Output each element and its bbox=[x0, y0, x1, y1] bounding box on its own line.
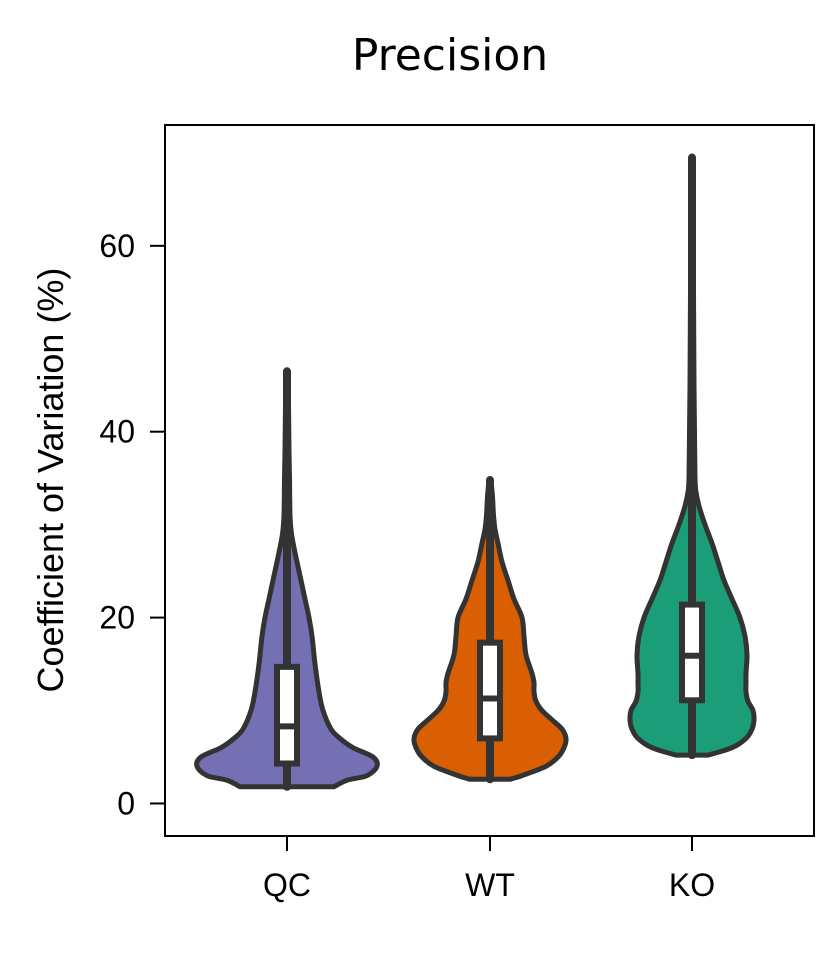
violin-wt bbox=[411, 476, 569, 784]
y-tick-label-60: 60 bbox=[99, 228, 135, 264]
x-tick-label-wt: WT bbox=[465, 867, 515, 903]
iqr-box-qc bbox=[274, 663, 300, 767]
x-tick-label-ko: KO bbox=[669, 867, 715, 903]
y-tick-label-40: 40 bbox=[99, 414, 135, 450]
y-tick-label-20: 20 bbox=[99, 600, 135, 636]
chart-title: Precision bbox=[352, 30, 548, 81]
y-tick-label-0: 0 bbox=[117, 785, 135, 821]
iqr-box-wt bbox=[477, 639, 503, 742]
x-axis: QC WT KO bbox=[263, 836, 715, 903]
violins bbox=[194, 153, 757, 791]
violin-qc bbox=[194, 367, 380, 791]
x-tick-label-qc: QC bbox=[263, 867, 311, 903]
plot-area bbox=[164, 124, 815, 837]
y-axis-label: Coefficient of Variation (%) bbox=[30, 268, 71, 693]
violin-ko bbox=[627, 153, 757, 760]
y-axis: 0 20 40 60 bbox=[99, 228, 165, 821]
iqr-box-ko bbox=[679, 601, 705, 704]
